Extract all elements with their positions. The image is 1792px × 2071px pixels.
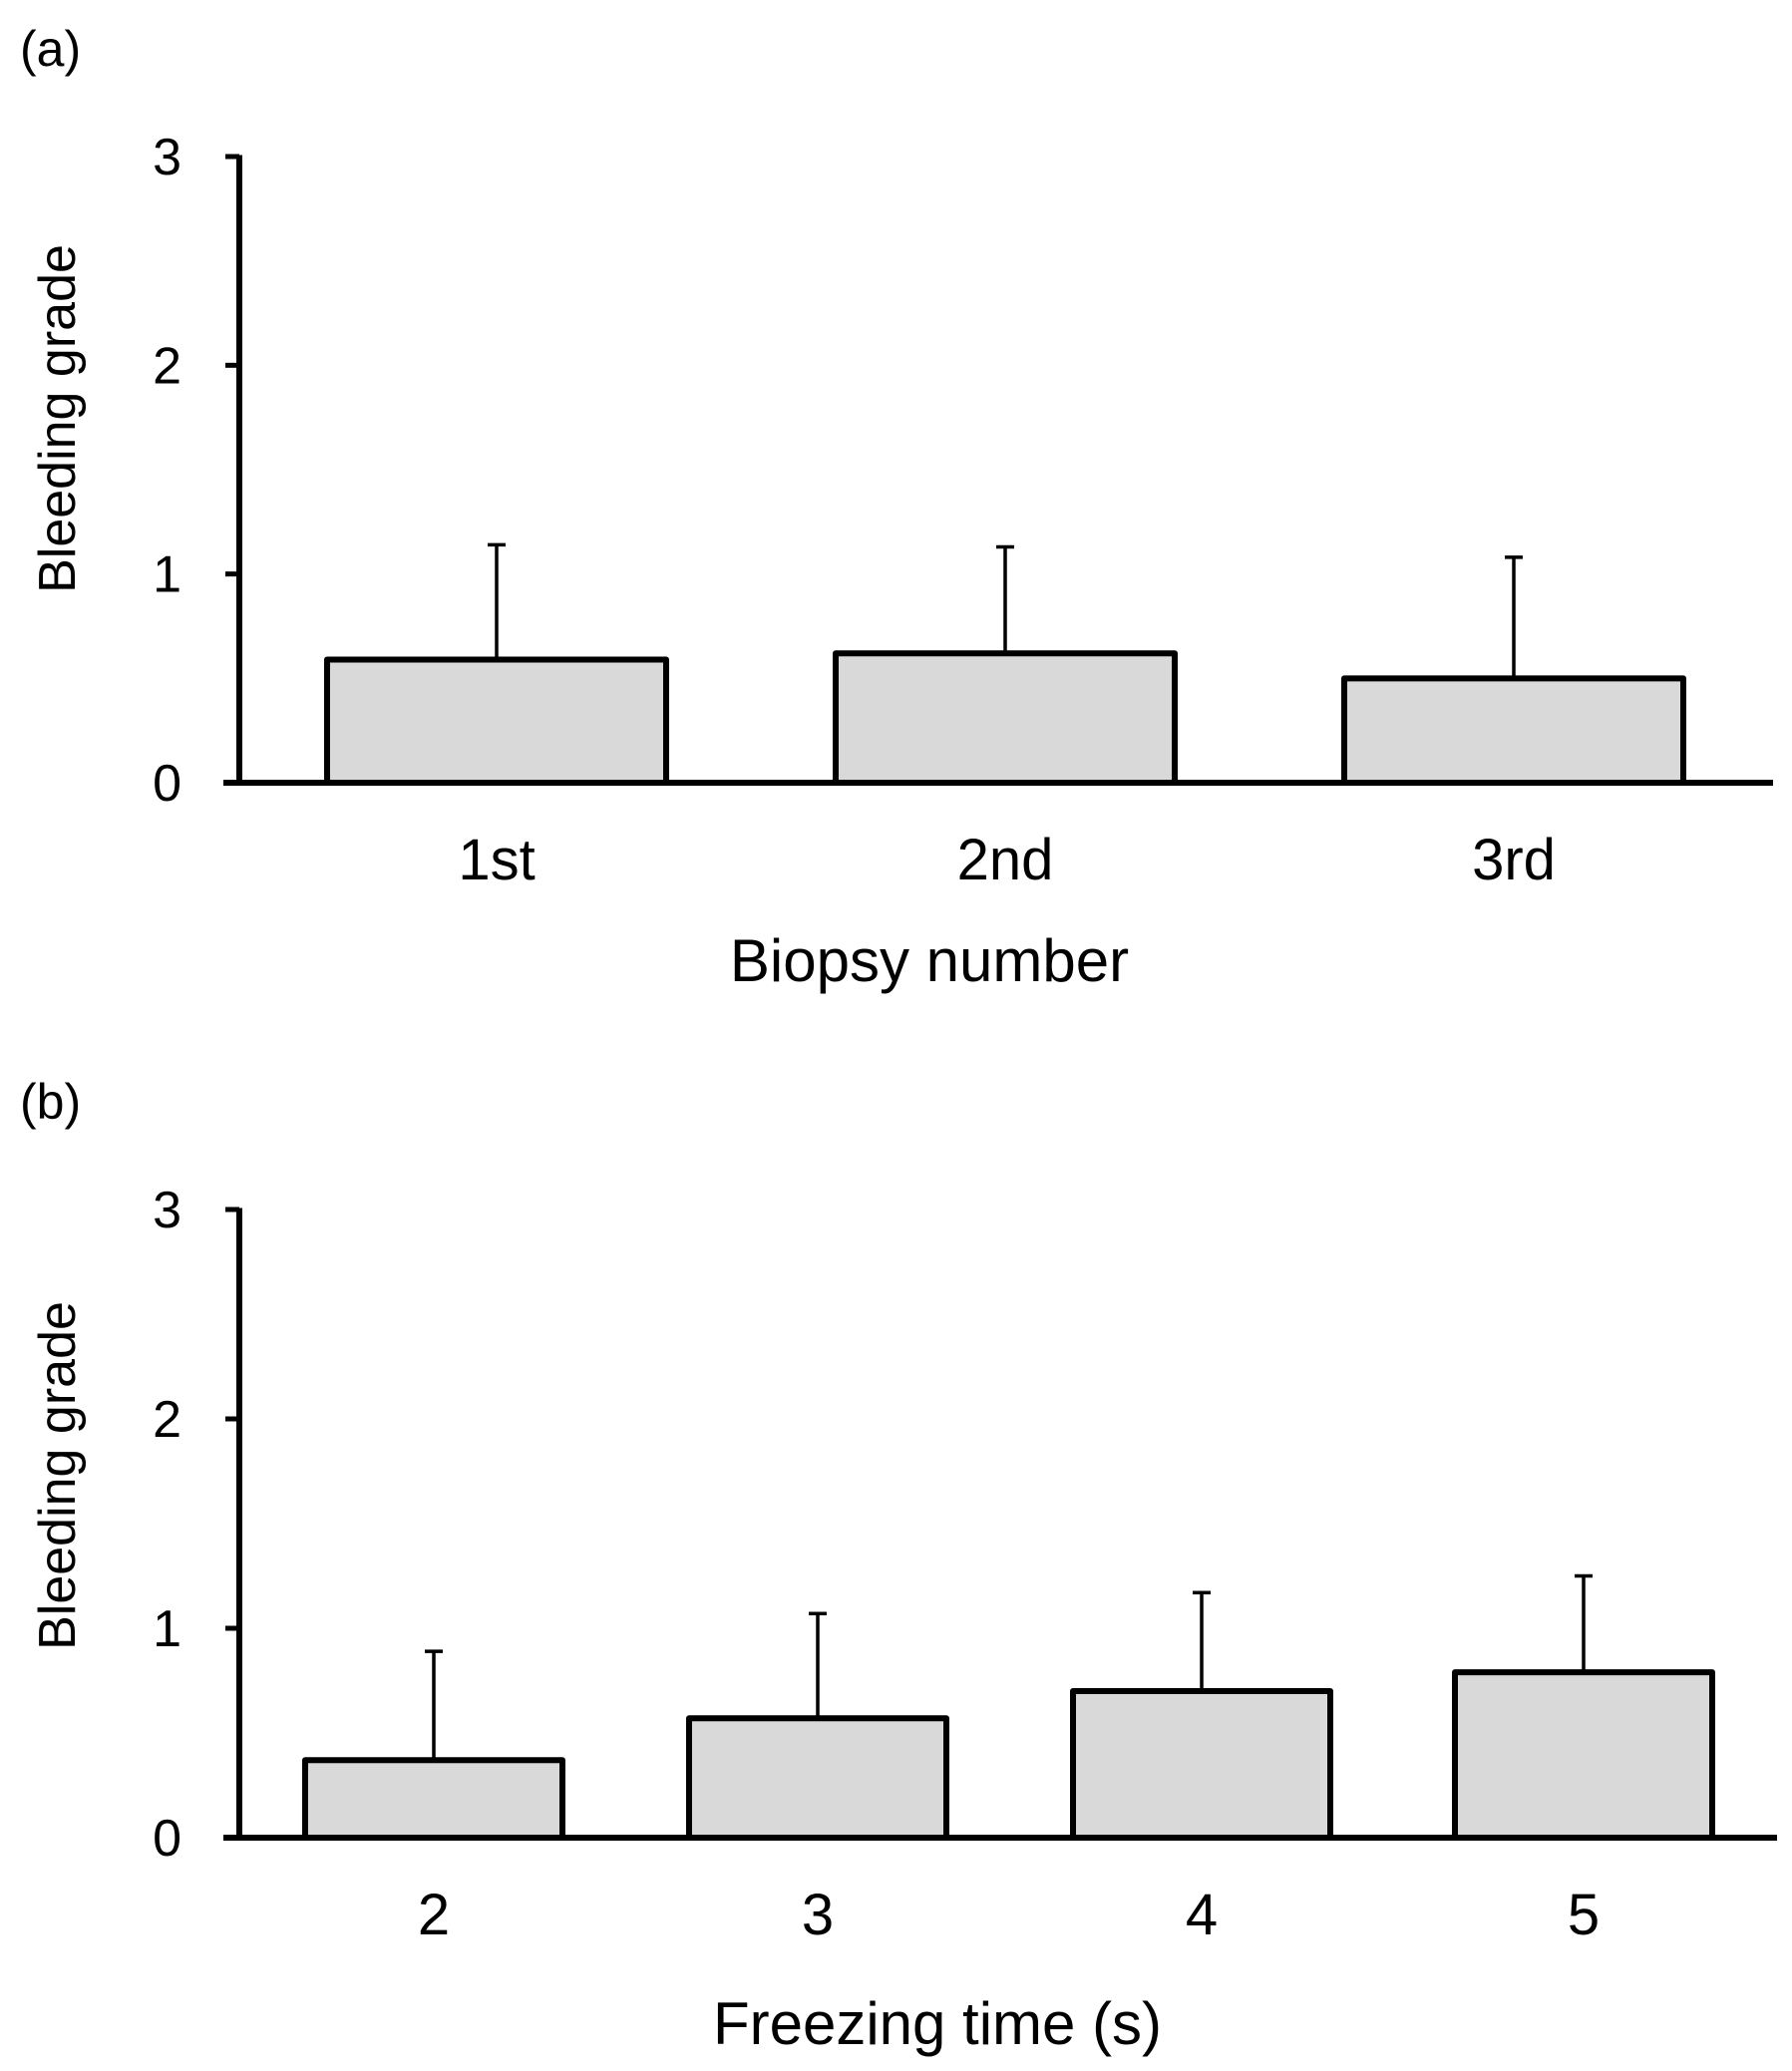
y-axis-ticks-b: 0 1 2 3 bbox=[153, 1182, 239, 1868]
panel-label-b: (b) bbox=[20, 1074, 81, 1130]
panel-label-a: (a) bbox=[20, 21, 81, 77]
panel-a: (a) Bleeding grade 0 1 2 3 1st 2nd 3rd Biopsy… bbox=[20, 21, 1773, 994]
y-tick-label-a-1: 1 bbox=[153, 546, 181, 604]
x-category-label-b-3: 5 bbox=[1568, 1883, 1600, 1947]
x-category-label-b-1: 3 bbox=[802, 1883, 834, 1947]
y-tick-label-a-0: 0 bbox=[153, 755, 181, 813]
bars-b bbox=[302, 1573, 1715, 1842]
panel-b: (b) Bleeding grade 0 1 2 3 2 3 4 5 Freezing ti… bbox=[20, 1074, 1777, 2057]
y-tick-label-b-3: 3 bbox=[153, 1182, 181, 1239]
x-category-label-a-2: 3rd bbox=[1472, 828, 1556, 892]
bar-b-3 bbox=[1452, 1669, 1715, 1841]
y-tick-label-b-2: 2 bbox=[153, 1391, 181, 1449]
x-category-label-a-0: 1st bbox=[458, 828, 535, 892]
x-axis-title-a: Biopsy number bbox=[730, 927, 1129, 994]
x-category-label-b-0: 2 bbox=[418, 1883, 450, 1947]
x-axis-title-b: Freezing time (s) bbox=[713, 1990, 1162, 2057]
bar-a-2 bbox=[1341, 675, 1686, 786]
y-axis-title-a: Bleeding grade bbox=[29, 244, 87, 593]
bar-b-0 bbox=[302, 1757, 565, 1842]
y-axis-ticks-a: 0 1 2 3 bbox=[153, 129, 239, 813]
y-axis-title-b: Bleeding grade bbox=[29, 1301, 87, 1650]
bar-a-0 bbox=[324, 656, 669, 787]
bar-b-2 bbox=[1070, 1688, 1333, 1841]
x-category-labels-a: 1st 2nd 3rd bbox=[458, 828, 1556, 892]
y-tick-label-b-0: 0 bbox=[153, 1810, 181, 1868]
y-tick-label-a-3: 3 bbox=[153, 129, 181, 186]
bar-a-1 bbox=[833, 650, 1178, 786]
x-category-label-a-1: 2nd bbox=[957, 828, 1054, 892]
x-category-label-b-2: 4 bbox=[1186, 1883, 1218, 1947]
x-category-labels-b: 2 3 4 5 bbox=[418, 1883, 1600, 1947]
y-tick-label-b-1: 1 bbox=[153, 1600, 181, 1658]
bar-b-1 bbox=[686, 1715, 949, 1842]
bars-a bbox=[324, 542, 1686, 787]
y-tick-label-a-2: 2 bbox=[153, 337, 181, 395]
